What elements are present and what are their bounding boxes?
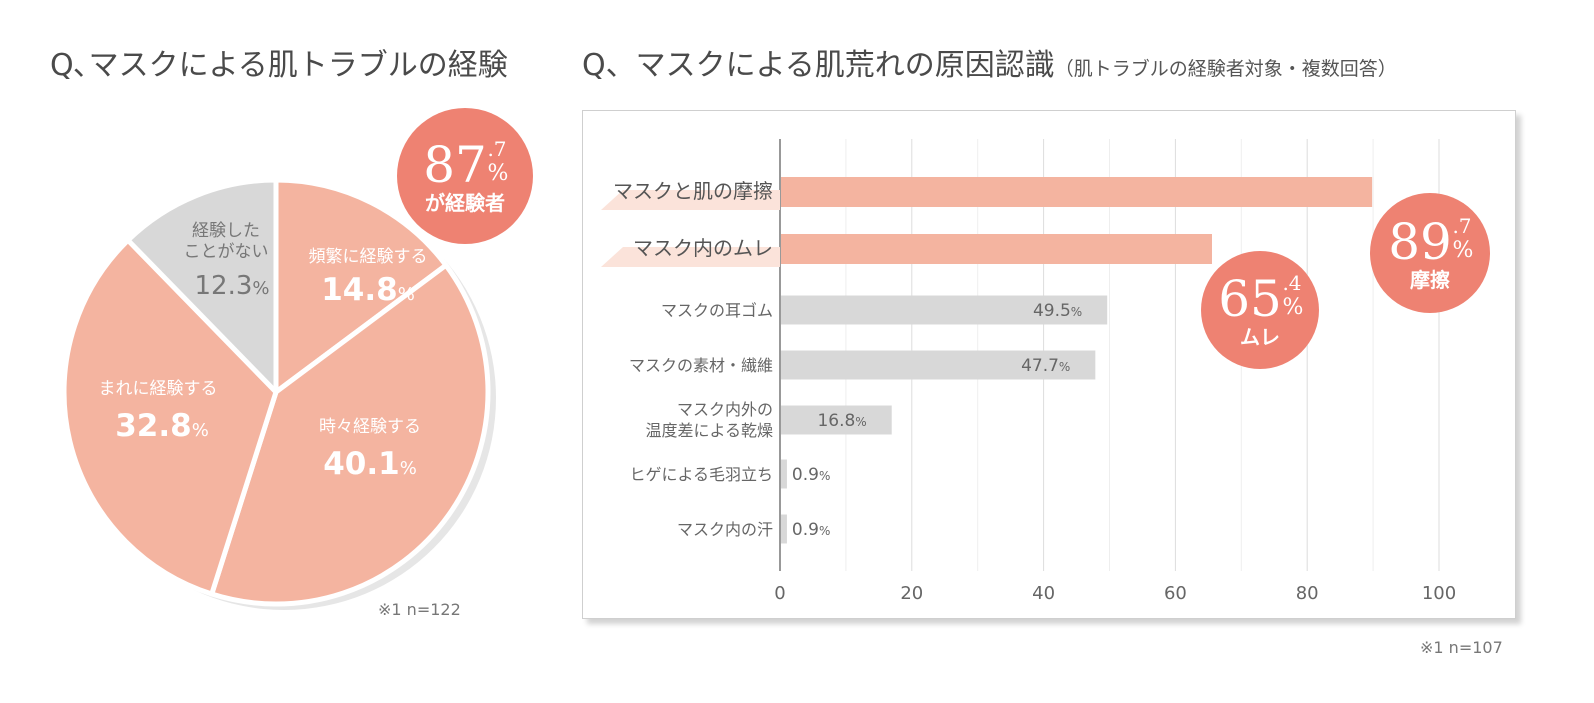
bar-value-3: 47.7% — [1021, 356, 1070, 376]
pie-slice-value-2: 32.8% — [115, 408, 209, 444]
pie-slice-label-2: まれに経験する — [99, 379, 218, 399]
bar-value-4: 16.8% — [817, 411, 866, 431]
pie-slice-1 — [209, 262, 491, 607]
bar-value-5: 0.9% — [792, 465, 830, 485]
x-tick-40: 40 — [1032, 583, 1055, 604]
category-label-6: マスク内の汗 — [677, 520, 773, 539]
bar-chart-subtitle: （肌トラブルの経験者対象・複数回答） — [1054, 58, 1397, 80]
category-label-4: マスク内外の温度差による乾燥 — [645, 400, 773, 440]
bar-chart-title: Q、マスクによる肌荒れの原因認識（肌トラブルの経験者対象・複数回答） — [582, 40, 1397, 84]
pie-slice-3 — [125, 177, 279, 395]
bar-chart-frame: 0 20 40 60 80 100 マスクと肌の摩擦マスク内のムレマスクの耳ゴム 49.5% マ… — [582, 110, 1516, 619]
bar-1 — [781, 234, 1212, 264]
category-label-5: ヒゲによる毛羽立ち — [629, 465, 773, 484]
x-tick-80: 80 — [1296, 583, 1319, 604]
pie-chart-note: ※1 n=122 — [378, 600, 461, 619]
bar-chart-note: ※1 n=107 — [1420, 638, 1503, 657]
x-tick-100: 100 — [1422, 583, 1456, 604]
bar-4 — [781, 405, 892, 435]
bar-0 — [781, 177, 1373, 207]
bar-value-2: 49.5% — [1033, 301, 1082, 321]
pie-chart: 頻繁に経験する 14.8% 時々経験する 40.1% まれに経験する 32.8% 経験したこ… — [61, 177, 496, 610]
category-highlight-0 — [601, 190, 780, 210]
pie-slice-value-0: 14.8% — [321, 272, 415, 308]
category-label-2: マスクの耳ゴム — [661, 301, 773, 320]
pie-chart-title: Q､マスクによる肌トラブルの経験 — [50, 48, 508, 83]
category-label-3: マスクの素材・繊維 — [629, 356, 773, 375]
bar-3 — [781, 350, 1096, 380]
pie-slice-label-3: 経験したことがない — [184, 221, 269, 262]
bar-2 — [781, 295, 1108, 325]
pie-slice-value-3: 12.3% — [195, 271, 270, 301]
bar-6 — [781, 514, 787, 544]
pie-slice-label-0: 頻繁に経験する — [309, 247, 428, 267]
pie-slice-value-1: 40.1% — [323, 446, 417, 482]
category-highlight-1 — [601, 247, 780, 267]
bar-value-6: 0.9% — [792, 520, 830, 540]
pie-slice-label-1: 時々経験する — [319, 417, 421, 437]
x-tick-0: 0 — [774, 583, 785, 604]
category-label-1: マスク内のムレ — [633, 236, 773, 260]
pie-slice-2 — [61, 237, 279, 597]
x-tick-60: 60 — [1164, 583, 1187, 604]
category-label-0: マスクと肌の摩擦 — [613, 179, 773, 203]
x-tick-20: 20 — [900, 583, 923, 604]
bar-chart-title-main: Q、マスクによる肌荒れの原因認識 — [582, 48, 1055, 83]
bar-5 — [781, 459, 787, 489]
